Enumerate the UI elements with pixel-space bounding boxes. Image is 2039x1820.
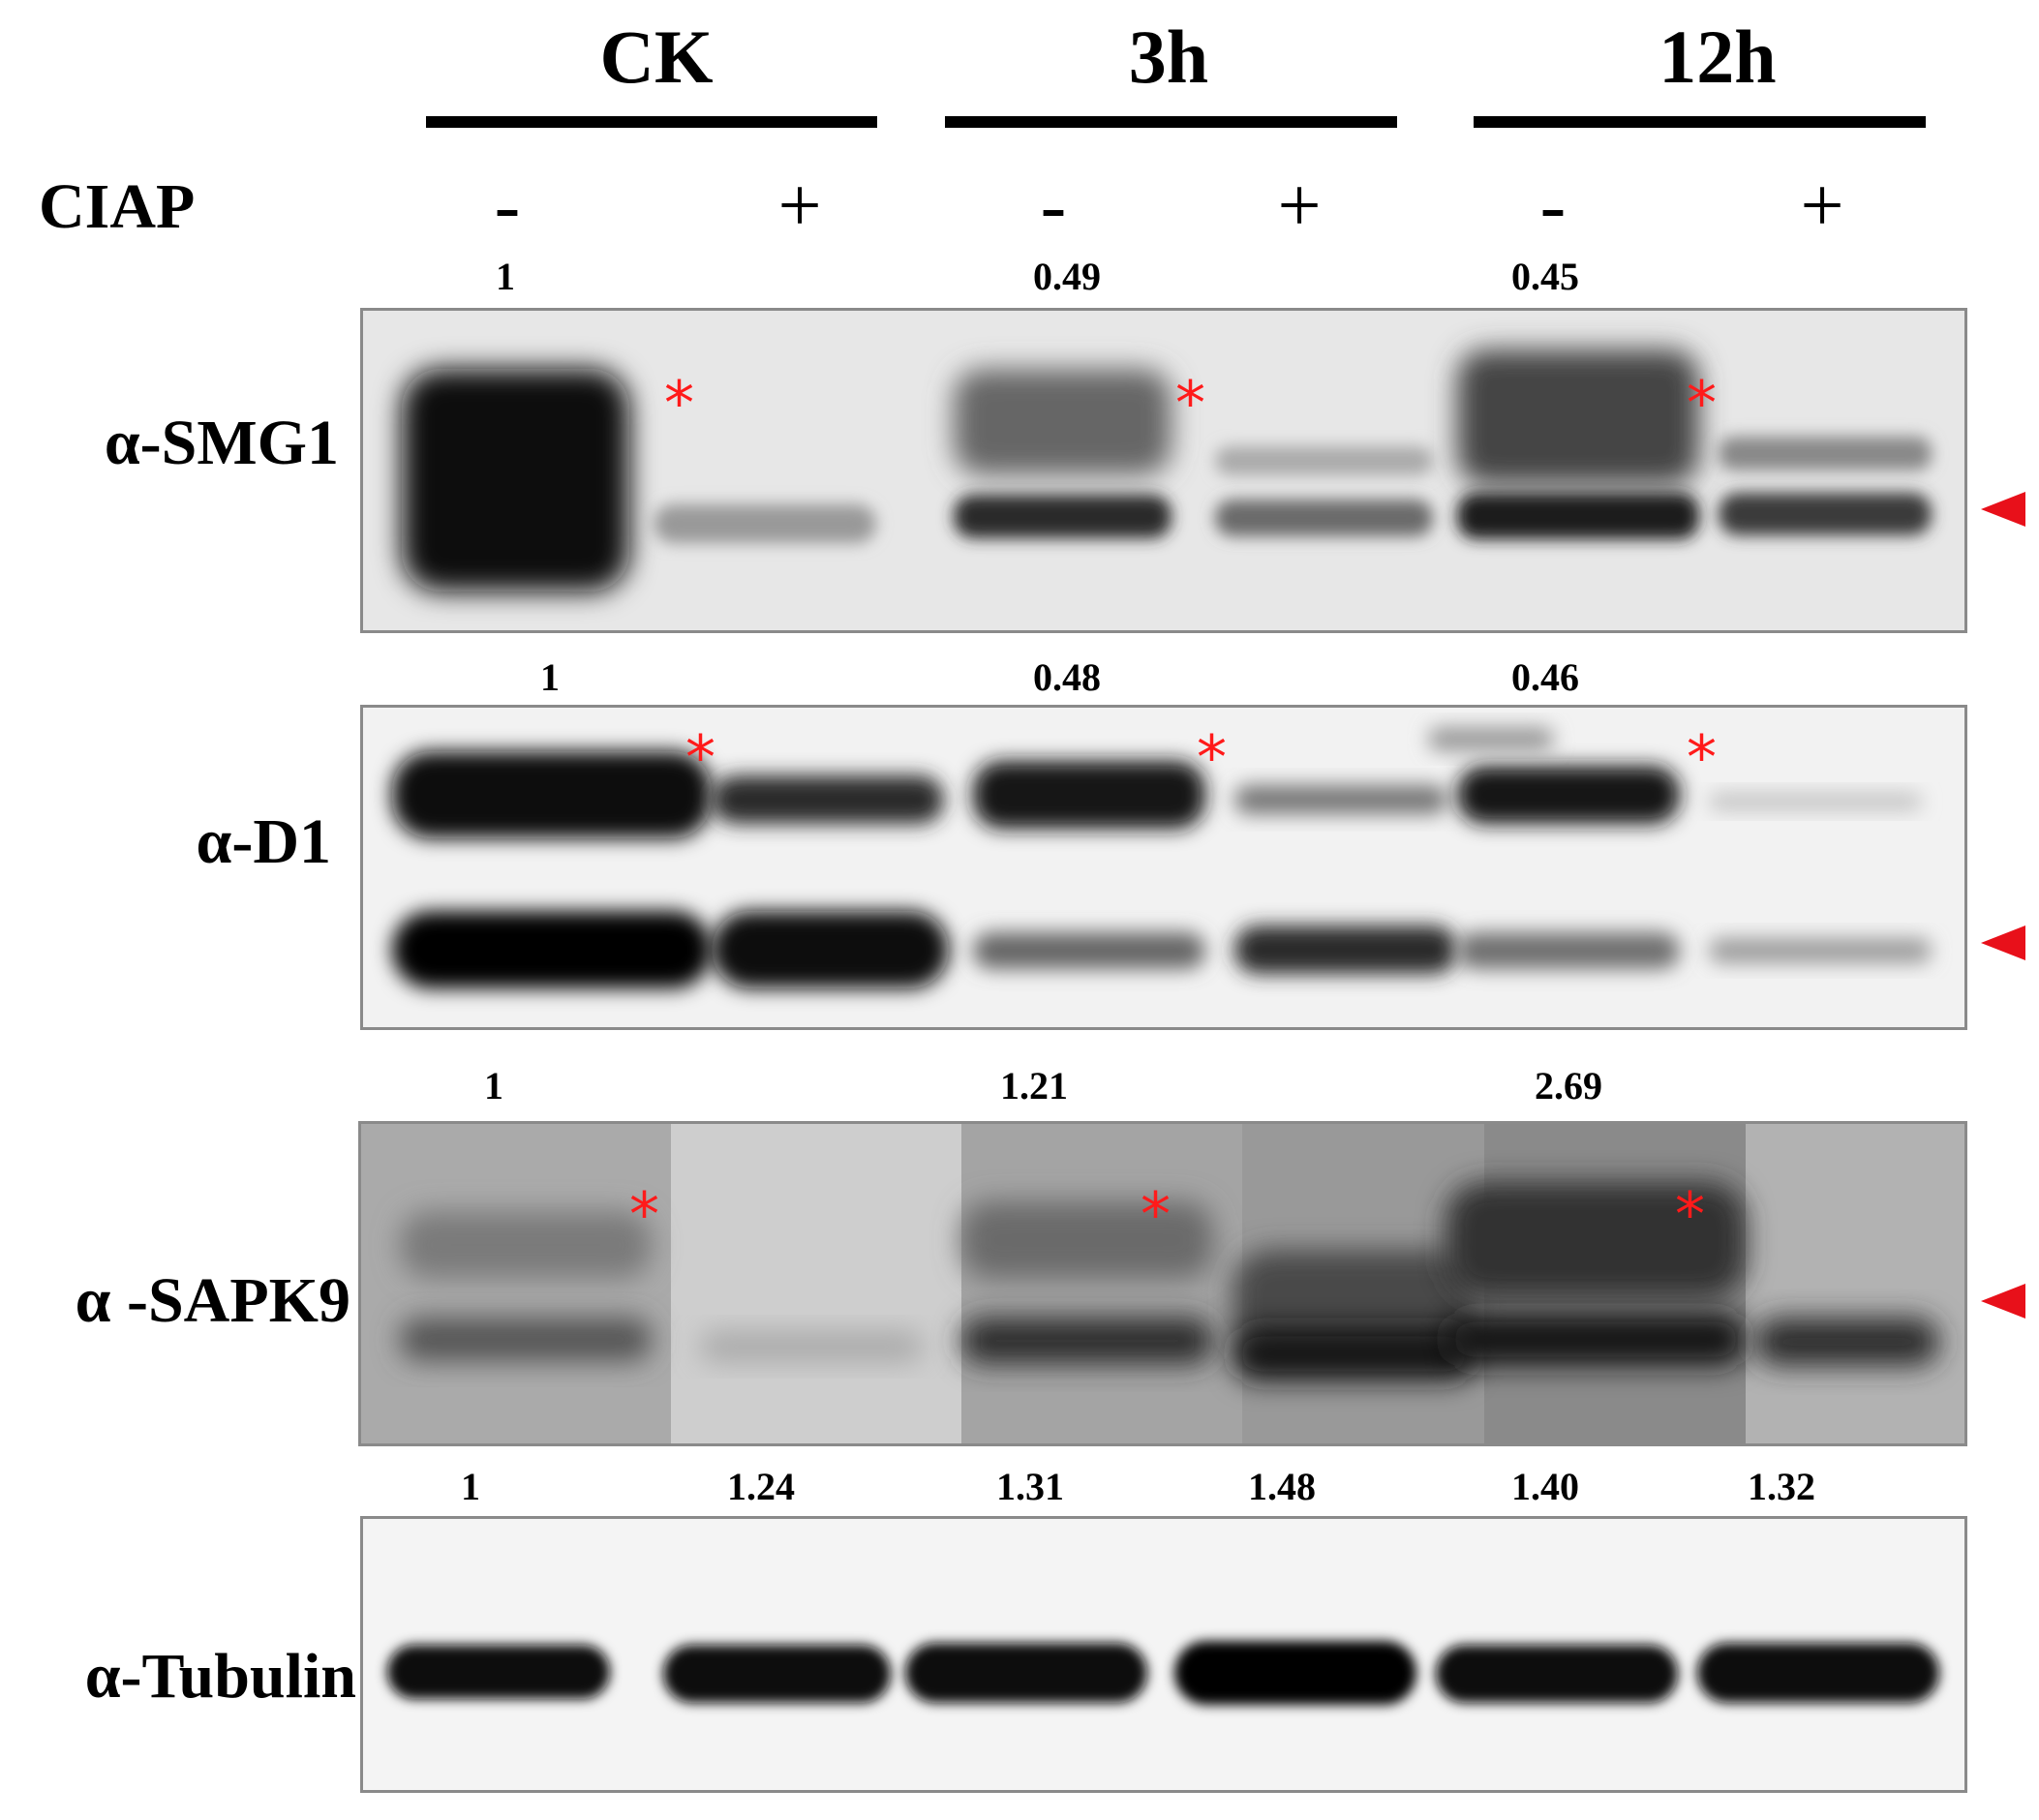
tubulin-quant-lane6: 1.32 — [1748, 1465, 1815, 1508]
tubulin-quant-lane2: 1.24 — [727, 1465, 795, 1508]
smg1-quant-3h: 0.49 — [1033, 255, 1101, 298]
sapk9-star-12h: * — [1675, 1179, 1705, 1250]
smg1-star-ck: * — [664, 368, 694, 439]
sapk9-label: α -SAPK9 — [75, 1265, 350, 1336]
smg1-label: α-SMG1 — [104, 408, 339, 478]
smg1-star-12h: * — [1687, 368, 1717, 439]
d1-label: α-D1 — [196, 806, 331, 877]
ciap-sign-lane2: + — [777, 164, 822, 249]
tubulin-quant-lane1: 1 — [461, 1465, 480, 1508]
tubulin-label: α-Tubulin — [84, 1641, 356, 1712]
sapk9-star-ck: * — [629, 1179, 659, 1250]
ciap-sign-lane4: + — [1277, 164, 1322, 249]
group-title-12h: 12h — [1659, 15, 1777, 99]
group-line-ck — [426, 116, 877, 128]
sapk9-arrow-marker — [1981, 1284, 2025, 1319]
tubulin-blot — [360, 1516, 1967, 1793]
d1-blot — [360, 705, 1967, 1030]
ciap-sign-lane5: - — [1539, 164, 1567, 249]
sapk9-star-3h: * — [1141, 1179, 1171, 1250]
d1-quant-3h: 0.48 — [1033, 655, 1101, 699]
smg1-quant-12h: 0.45 — [1511, 255, 1579, 298]
tubulin-quant-lane4: 1.48 — [1248, 1465, 1316, 1508]
d1-star-3h: * — [1197, 722, 1227, 793]
sapk9-blot — [358, 1121, 1967, 1446]
tubulin-quant-lane5: 1.40 — [1511, 1465, 1579, 1508]
tubulin-quant-lane3: 1.31 — [996, 1465, 1064, 1508]
group-line-12h — [1474, 116, 1926, 128]
smg1-arrow-marker — [1981, 492, 2025, 527]
sapk9-quant-12h: 2.69 — [1535, 1064, 1602, 1107]
d1-star-12h: * — [1687, 722, 1717, 793]
sapk9-quant-ck: 1 — [484, 1064, 503, 1107]
d1-quant-12h: 0.46 — [1511, 655, 1579, 699]
ciap-sign-lane6: + — [1800, 164, 1844, 249]
group-line-3h — [945, 116, 1397, 128]
smg1-blot — [360, 308, 1967, 633]
ciap-label: CIAP — [39, 171, 196, 242]
ciap-sign-lane3: - — [1040, 164, 1067, 249]
d1-star-ck: * — [685, 722, 715, 793]
d1-quant-ck: 1 — [540, 655, 560, 699]
d1-arrow-marker — [1981, 925, 2025, 960]
group-title-ck: CK — [599, 15, 714, 99]
ciap-sign-lane1: - — [494, 164, 521, 249]
group-title-3h: 3h — [1128, 15, 1209, 99]
smg1-star-3h: * — [1175, 368, 1205, 439]
sapk9-quant-3h: 1.21 — [1000, 1064, 1068, 1107]
smg1-quant-ck: 1 — [496, 255, 515, 298]
